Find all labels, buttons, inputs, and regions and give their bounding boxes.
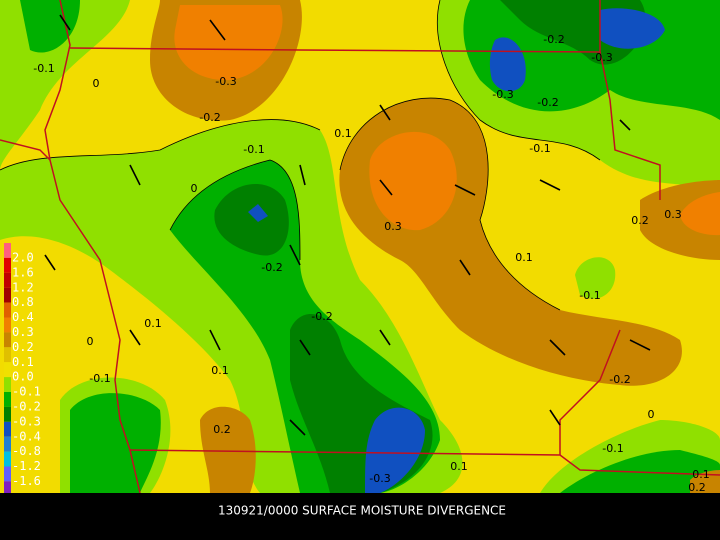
contour-label: -0.2 (311, 310, 332, 323)
legend-swatch (4, 436, 11, 452)
legend-label: -0.4 (12, 429, 41, 443)
legend-label: 1.2 (12, 280, 34, 294)
contour-label: -0.1 (243, 143, 264, 156)
contour-label: 0.3 (664, 208, 682, 221)
contour-label: 0.2 (688, 481, 706, 494)
legend-label: -0.8 (12, 444, 41, 458)
legend-swatch (4, 377, 11, 392)
legend-swatch (4, 317, 11, 333)
contour-label: 0.3 (384, 220, 402, 233)
legend-label: 0.2 (12, 340, 34, 354)
legend-label: 0.8 (12, 295, 34, 309)
contour-label: 0.2 (213, 423, 231, 436)
contour-label: -0.1 (579, 289, 600, 302)
contour-label: -0.1 (602, 442, 623, 455)
contour-label: 0.1 (692, 468, 710, 481)
contour-label: 0.1 (144, 317, 162, 330)
contour-label: -0.2 (609, 373, 630, 386)
legend-label: -0.3 (12, 414, 41, 428)
contour-label: -0.1 (529, 142, 550, 155)
contour-label: -0.2 (261, 261, 282, 274)
contour-label: -0.3 (492, 88, 513, 101)
legend-swatch (4, 421, 11, 437)
contour-label: 0 (87, 335, 94, 348)
legend-swatch (4, 302, 11, 318)
contour-label: -0.1 (89, 372, 110, 385)
legend-swatch (4, 362, 11, 378)
legend-swatch (4, 272, 11, 288)
footer (0, 493, 720, 540)
contour-labels: -0.1 0 -0.3 -0.2 0.1 -0.1 0 0.3 -0.2 -0.2 -0.3 -0.3… (33, 33, 709, 494)
legend-swatch (4, 287, 11, 303)
legend-label: 0.0 (12, 370, 34, 384)
contour-label: -0.3 (591, 51, 612, 64)
contour-label: -0.2 (199, 111, 220, 124)
legend-label: 2.0 (12, 251, 34, 265)
legend-swatch (4, 392, 11, 407)
legend-label: 0.4 (12, 310, 34, 324)
contour-label: 0 (93, 77, 100, 90)
legend-swatch (4, 466, 11, 482)
contour-label: -0.3 (369, 472, 390, 485)
contour-label: 0.2 (631, 214, 649, 227)
legend-label: 1.6 (12, 265, 34, 279)
map-title: 130921/0000 SURFACE MOISTURE DIVERGENCE (218, 504, 506, 518)
contour-label: 0.1 (450, 460, 468, 473)
field (0, 0, 720, 493)
contour-label: -0.2 (543, 33, 564, 46)
legend-label: -1.2 (12, 459, 41, 473)
legend-label: -1.6 (12, 474, 41, 488)
color-legend: 2.01.61.20.80.40.30.20.10.0-0.1-0.2-0.3-… (4, 243, 41, 512)
legend-label: 0.3 (12, 325, 34, 339)
contour-label: 0 (648, 408, 655, 421)
contour-label: 0.1 (334, 127, 352, 140)
legend-swatch (4, 451, 11, 467)
legend-label: -0.2 (12, 400, 41, 414)
contour-label: 0.1 (211, 364, 229, 377)
legend-swatch (4, 243, 11, 258)
state-borders (0, 0, 720, 494)
contour-label: -0.2 (537, 96, 558, 109)
legend-label: -0.1 (12, 385, 41, 399)
legend-swatch (4, 347, 11, 363)
contour-label: -0.3 (215, 75, 236, 88)
wind-barbs (44, 14, 651, 436)
legend-swatch (4, 481, 11, 497)
legend-swatch (4, 332, 11, 348)
legend-swatch (4, 406, 11, 422)
legend-swatch (4, 257, 11, 273)
contour-label: 0.1 (515, 251, 533, 264)
legend-label: 0.1 (12, 355, 34, 369)
contour-label: 0 (191, 182, 198, 195)
contours (0, 0, 601, 311)
contour-label: -0.1 (33, 62, 54, 75)
